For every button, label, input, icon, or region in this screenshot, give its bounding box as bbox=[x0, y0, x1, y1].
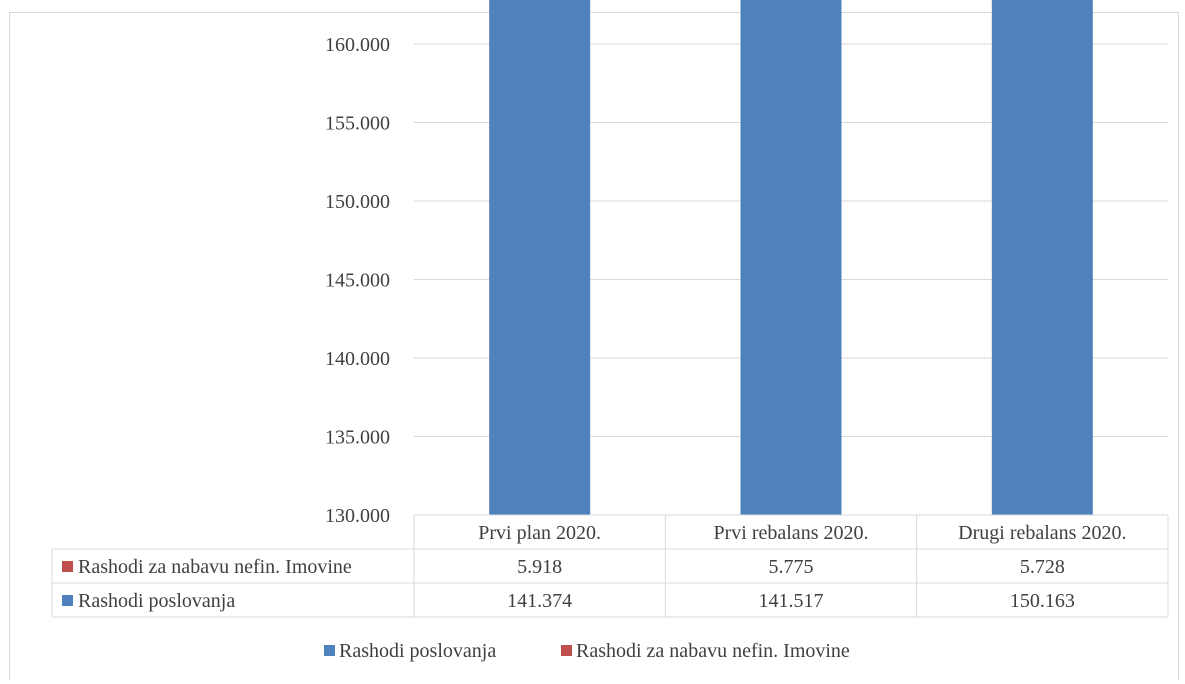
data-label: 5.728 bbox=[1020, 556, 1065, 578]
bar-segment bbox=[489, 0, 591, 515]
legend-label: Rashodi poslovanja bbox=[339, 640, 496, 662]
y-tick-label: 160.000 bbox=[325, 34, 390, 56]
chart-frame bbox=[9, 12, 1179, 680]
y-tick-label: 145.000 bbox=[325, 270, 390, 292]
y-tick-label: 150.000 bbox=[325, 191, 390, 213]
data-label: 5.775 bbox=[769, 556, 814, 578]
data-label: 141.374 bbox=[507, 590, 572, 612]
row-header-label: Rashodi poslovanja bbox=[78, 590, 235, 612]
data-table: Prvi plan 2020. Prvi rebalans 2020. Drugi … bbox=[51, 514, 1169, 618]
legend: Rashodi poslovanja Rashodi za nabavu nefi… bbox=[324, 640, 850, 662]
bar-segment bbox=[991, 0, 1093, 515]
legend-swatch bbox=[324, 645, 335, 656]
legend-key-swatch bbox=[62, 561, 73, 572]
y-tick-label: 135.000 bbox=[325, 427, 390, 449]
y-tick-label: 140.000 bbox=[325, 348, 390, 370]
y-axis-ticks: 130.000 135.000 140.000 145.000 150.000 155.0… bbox=[325, 34, 390, 527]
legend-key-swatch bbox=[62, 595, 73, 606]
data-label: 5.918 bbox=[517, 556, 562, 578]
y-tick-label: 155.000 bbox=[325, 113, 390, 135]
data-label: 141.517 bbox=[759, 590, 824, 612]
bar-segment bbox=[740, 0, 842, 515]
y-tick-label: 130.000 bbox=[325, 505, 390, 527]
legend-label: Rashodi za nabavu nefin. Imovine bbox=[576, 640, 850, 662]
legend-swatch bbox=[561, 645, 572, 656]
category-label: Prvi plan 2020. bbox=[478, 522, 601, 544]
category-label: Prvi rebalans 2020. bbox=[714, 522, 869, 544]
category-label: Drugi rebalans 2020. bbox=[958, 522, 1126, 544]
bars bbox=[489, 0, 1093, 515]
data-label: 150.163 bbox=[1010, 590, 1075, 612]
row-header-label: Rashodi za nabavu nefin. Imovine bbox=[78, 556, 352, 578]
